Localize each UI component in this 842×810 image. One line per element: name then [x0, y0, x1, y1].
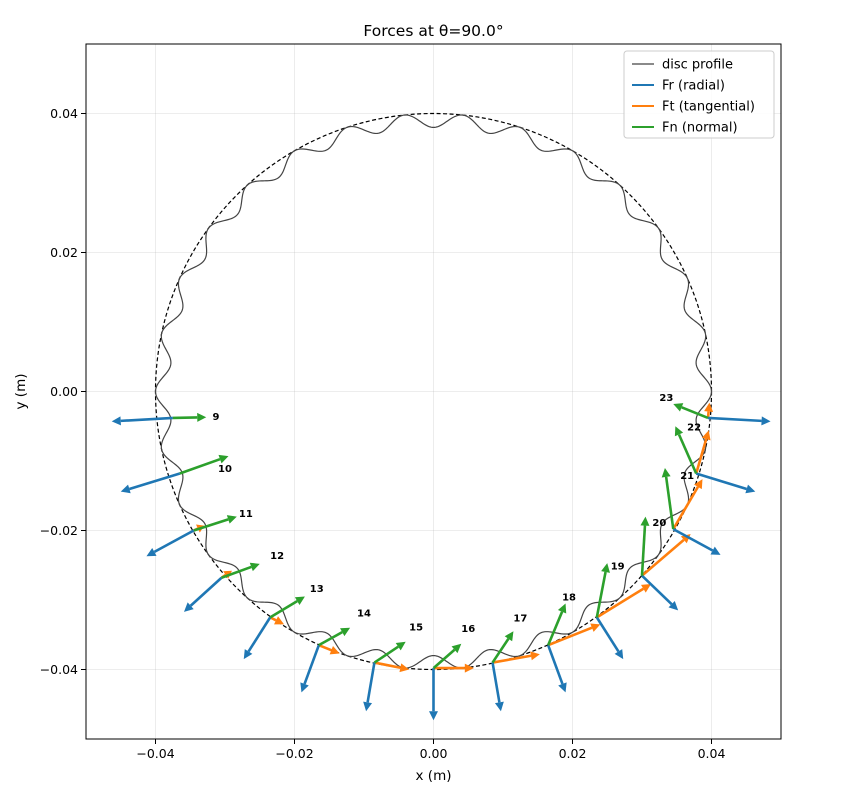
- fn-arrow-roller-22: [674, 426, 698, 475]
- legend-entry-2: Ft (tangential): [662, 100, 755, 115]
- x-tick-label: 0.02: [559, 746, 587, 761]
- x-tick-label: 0.00: [420, 746, 448, 761]
- roller-label-14: 14: [357, 609, 371, 620]
- fn-arrow-roller-17: [491, 631, 514, 664]
- x-tick-label: −0.04: [136, 746, 174, 761]
- legend: disc profile Fr (radial) Ft (tangential) Fn…: [623, 50, 775, 139]
- fr-arrow-roller-16: [429, 668, 438, 721]
- ft-arrow-roller-14: [318, 643, 340, 655]
- fn-arrow-roller-11: [193, 515, 237, 532]
- y-tick-label: −0.02: [40, 523, 78, 538]
- roller-label-22: 22: [687, 422, 701, 433]
- ft-arrow-roller-21: [672, 479, 703, 530]
- roller-label-20: 20: [652, 518, 666, 529]
- fr-arrow-roller-22: [695, 472, 756, 494]
- fr-arrow-roller-10: [120, 472, 181, 494]
- ft-arrow-roller-17: [492, 651, 540, 664]
- legend-entry-0: disc profile: [662, 58, 733, 73]
- roller-label-16: 16: [461, 624, 475, 635]
- y-tick-label: −0.04: [40, 662, 78, 677]
- roller-label-9: 9: [212, 412, 219, 423]
- y-axis-label: y (m): [13, 374, 29, 410]
- fn-arrow-roller-9: [172, 412, 207, 422]
- fn-arrow-roller-12: [221, 562, 260, 579]
- roller-label-17: 17: [513, 613, 527, 624]
- fr-arrow-roller-14: [300, 644, 321, 693]
- fn-arrow-roller-21: [661, 467, 675, 530]
- legend-entry-1: Fr (radial): [662, 79, 725, 94]
- fr-arrow-roller-20: [641, 574, 679, 611]
- roller-label-23: 23: [659, 393, 673, 404]
- fr-arrow-roller-23: [707, 416, 771, 426]
- roller-label-13: 13: [310, 584, 324, 595]
- gridlines: [86, 44, 781, 739]
- fr-arrow-roller-19: [595, 616, 624, 660]
- y-tick-label: 0.02: [50, 245, 78, 260]
- fn-arrow-roller-19: [595, 563, 610, 618]
- fr-arrow-roller-12: [183, 576, 223, 612]
- ft-arrow-roller-15: [374, 661, 410, 673]
- y-tick-label: 0.04: [50, 106, 78, 121]
- plot-area: 9 10 11 12 13 14 15 16 17 18 19 20 21 22 23: [111, 112, 771, 721]
- roller-label-19: 19: [611, 561, 625, 572]
- x-tick-label: −0.02: [275, 746, 313, 761]
- fr-arrow-roller-11: [146, 529, 195, 557]
- fr-arrow-roller-15: [363, 662, 376, 712]
- legend-entry-3: Fn (normal): [662, 121, 738, 136]
- fn-arrow-roller-18: [546, 603, 567, 646]
- ft-arrow-roller-19: [596, 584, 652, 619]
- fn-arrow-roller-20: [640, 516, 650, 576]
- chart-title: Forces at θ=90.0°: [363, 22, 503, 40]
- roller-label-10: 10: [218, 464, 232, 475]
- fn-arrow-roller-23: [673, 403, 709, 420]
- roller-label-15: 15: [409, 622, 423, 633]
- fn-arrow-roller-13: [269, 596, 305, 619]
- fn-arrow-roller-10: [179, 454, 229, 475]
- fr-arrow-roller-9: [111, 416, 173, 426]
- y-tick-label: 0.00: [50, 384, 78, 399]
- ft-arrow-roller-18: [547, 623, 601, 647]
- fr-arrow-roller-21: [672, 527, 721, 555]
- roller-label-12: 12: [270, 551, 284, 562]
- disc-profile-line: [154, 114, 713, 669]
- fr-arrow-roller-13: [243, 616, 272, 660]
- plot-background: [86, 44, 781, 739]
- fr-arrow-roller-18: [546, 644, 567, 693]
- legend-frame: [623, 50, 775, 139]
- fn-arrow-roller-15: [373, 641, 406, 664]
- roller-label-11: 11: [239, 509, 253, 520]
- ft-arrow-roller-16: [433, 663, 474, 673]
- fn-arrow-roller-14: [318, 627, 351, 647]
- ft-arrow-roller-22: [694, 430, 711, 474]
- fn-arrow-roller-16: [432, 643, 462, 670]
- roller-label-21: 21: [680, 471, 694, 482]
- axis-ticks: −0.04 −0.02 0.00 0.02 0.04 −0.04 −0.02 0.00 0.02…: [40, 106, 726, 761]
- x-axis-label: x (m): [416, 768, 452, 784]
- roller-label-18: 18: [562, 593, 576, 604]
- fr-arrow-roller-17: [491, 662, 504, 712]
- x-tick-label: 0.04: [698, 746, 726, 761]
